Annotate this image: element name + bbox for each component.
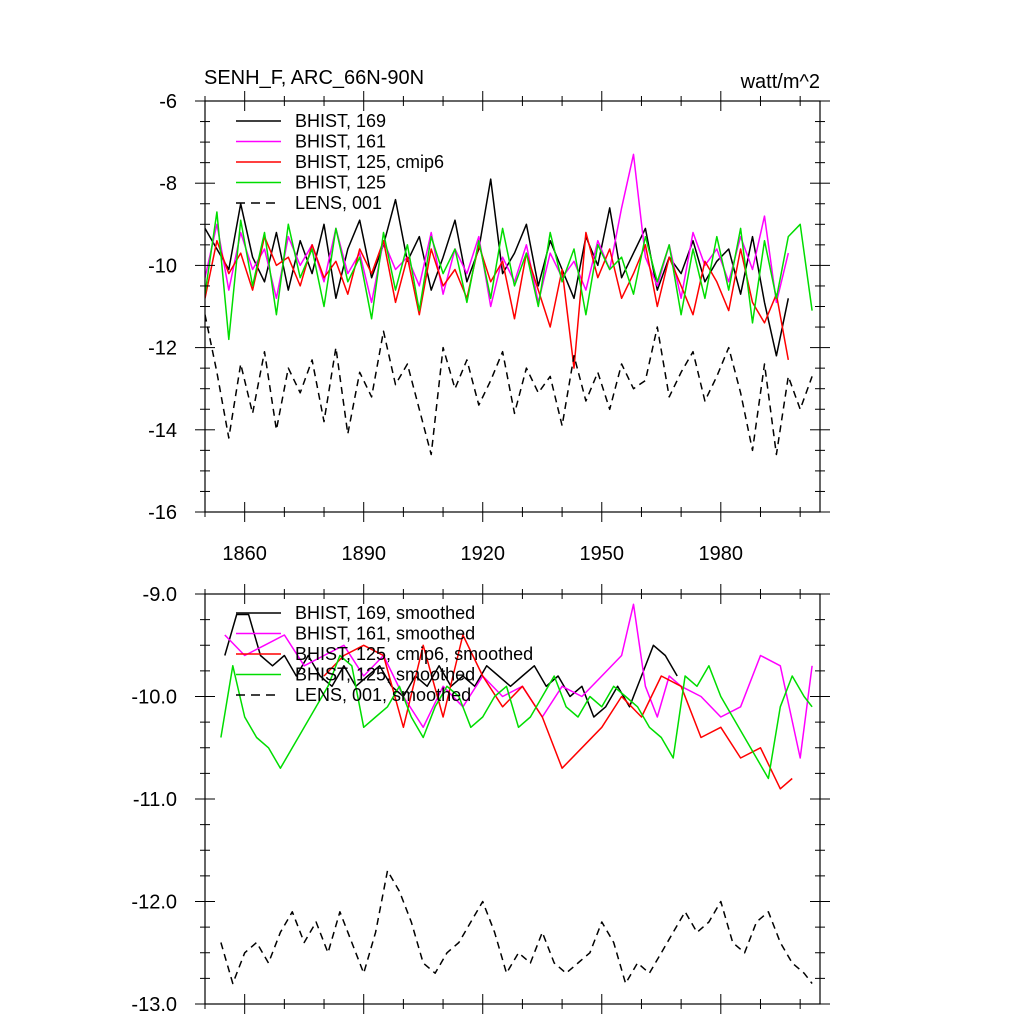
y-tick-label: -10 — [148, 255, 177, 277]
legend-label: BHIST, 125, cmip6, smoothed — [295, 644, 533, 664]
x-tick-label: 1860 — [222, 543, 267, 565]
y-tick-label: -8 — [159, 173, 177, 195]
legend-label: BHIST, 125 — [295, 173, 386, 193]
top-chart-units: watt/m^2 — [740, 71, 820, 93]
x-tick-label: 1890 — [341, 543, 386, 565]
series-line-bottom-2 — [323, 634, 793, 790]
plot-area — [220, 603, 813, 985]
top-chart-title: SENH_F, ARC_66N-90N — [204, 67, 424, 89]
legend-label: BHIST, 161 — [295, 132, 386, 152]
series-line-bottom-4 — [220, 869, 813, 985]
y-tick-label: -10.0 — [131, 687, 177, 709]
y-tick-label: -11.0 — [133, 789, 177, 811]
legend-label: LENS, 001 — [295, 193, 382, 213]
legend-label: BHIST, 169 — [295, 111, 386, 131]
y-tick-label: -12 — [148, 338, 177, 360]
bottom-chart: -13.0 -12.0 -11.0 -10.0 -9.0 BHIST, 169, smoo… — [131, 584, 830, 1016]
legend-label: BHIST, 125, smoothed — [295, 665, 475, 685]
series-line-top-3 — [205, 211, 813, 341]
plot-area — [205, 153, 813, 456]
legend-label: BHIST, 125, cmip6 — [295, 152, 444, 172]
top-chart: 1860 1890 1920 1950 1980 -16 -14 -12 -10 -8 -6 BHIS… — [148, 91, 830, 565]
y-tick-label: -12.0 — [131, 892, 177, 914]
series-line-top-2 — [205, 231, 790, 369]
y-tick-label: -9.0 — [143, 584, 177, 606]
x-tick-label: 1980 — [699, 543, 744, 565]
y-tick-label: -6 — [159, 91, 177, 113]
legend-label: BHIST, 169, smoothed — [295, 603, 475, 623]
legend-label: LENS, 001, smoothed — [295, 685, 471, 705]
x-tick-label: 1950 — [580, 543, 625, 565]
y-tick-label: -14 — [148, 420, 177, 442]
legend-label: BHIST, 161, smoothed — [295, 624, 475, 644]
y-tick-label: -16 — [148, 502, 177, 524]
x-tick-label: 1920 — [460, 543, 505, 565]
y-tick-label: -13.0 — [131, 994, 177, 1016]
series-line-top-1 — [205, 153, 790, 308]
series-line-bottom-3 — [220, 654, 813, 780]
